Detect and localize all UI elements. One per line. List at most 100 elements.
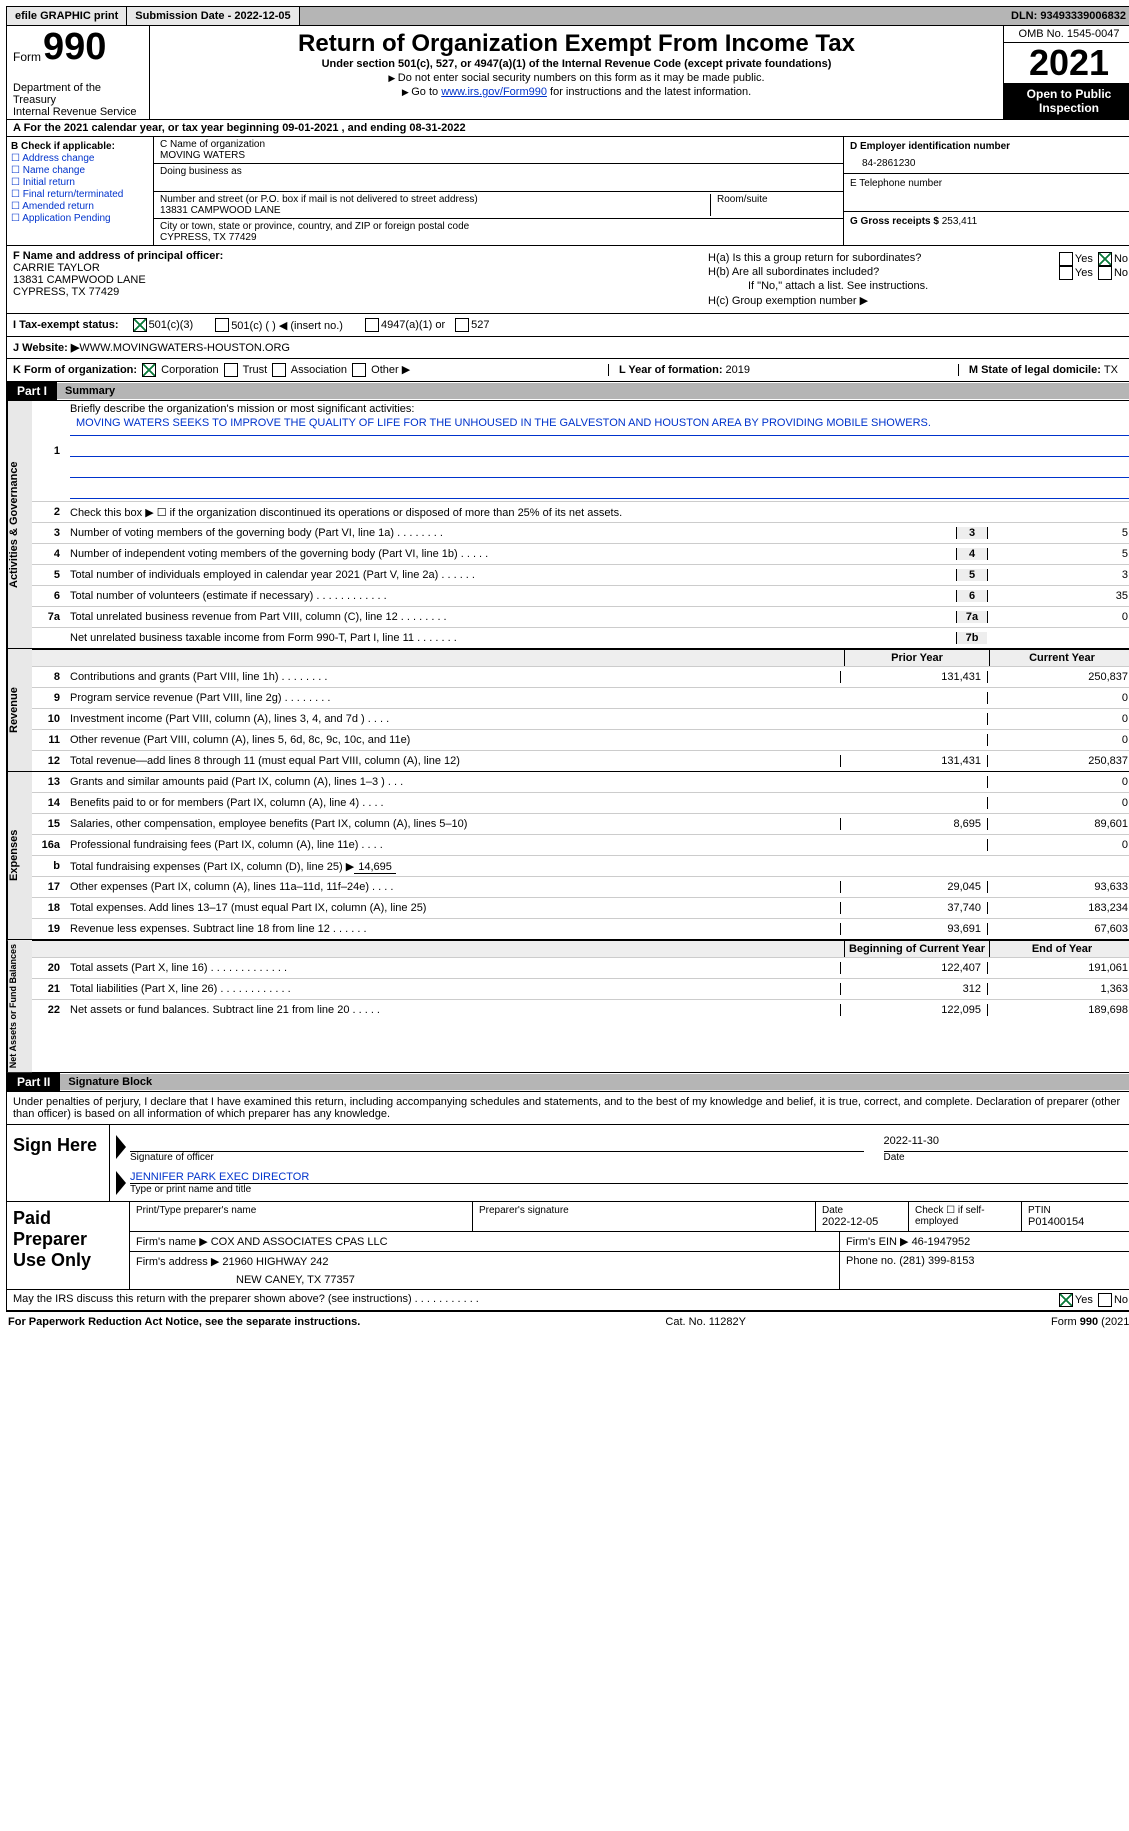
lbl-final-return: Final return/terminated: [23, 189, 124, 200]
line14-desc: Benefits paid to or for members (Part IX…: [66, 795, 840, 811]
line5-val: 3: [987, 569, 1129, 581]
line7a-desc: Total unrelated business revenue from Pa…: [66, 609, 956, 625]
opt-other: Other ▶: [371, 364, 410, 376]
vtab-activities: Activities & Governance: [7, 401, 32, 648]
line15-curr: 89,601: [987, 818, 1129, 830]
k-label: K Form of organization:: [13, 364, 137, 376]
officer-printed-label: Type or print name and title: [130, 1184, 1128, 1195]
firm-name: COX AND ASSOCIATES CPAS LLC: [211, 1236, 388, 1248]
row-j-website: J Website: ▶ WWW.MOVINGWATERS-HOUSTON.OR…: [6, 337, 1129, 359]
line21-beg: 312: [840, 983, 987, 995]
hb-label: H(b) Are all subordinates included?: [708, 266, 879, 278]
topbar: efile GRAPHIC print Submission Date - 20…: [6, 6, 1129, 26]
mission-blank2: [70, 457, 1129, 478]
line16a-curr: 0: [987, 839, 1129, 851]
line16a-desc: Professional fundraising fees (Part IX, …: [66, 837, 840, 853]
sign-here-row: Sign Here Signature of officer 2022-11-3…: [7, 1124, 1129, 1201]
prep-date-label: Date: [822, 1205, 902, 1216]
form-number: 990: [43, 30, 106, 64]
line14-curr: 0: [987, 797, 1129, 809]
chk-initial-return[interactable]: ☐ Initial return: [11, 177, 149, 188]
chk-other[interactable]: [352, 363, 366, 377]
chk-address-change[interactable]: ☐ Address change: [11, 153, 149, 164]
officer-city: CYPRESS, TX 77429: [13, 286, 696, 298]
line8-curr: 250,837: [987, 671, 1129, 683]
paid-preparer-label: Paid Preparer Use Only: [7, 1202, 130, 1289]
line18-desc: Total expenses. Add lines 13–17 (must eq…: [66, 900, 840, 916]
paperwork-notice: For Paperwork Reduction Act Notice, see …: [8, 1316, 360, 1328]
hb-note: If "No," attach a list. See instructions…: [708, 280, 1128, 292]
chk-trust[interactable]: [224, 363, 238, 377]
org-name-label: C Name of organization: [160, 139, 837, 150]
hb-no-chk[interactable]: [1098, 266, 1112, 280]
line4-desc: Number of independent voting members of …: [66, 546, 956, 562]
form-title: Return of Organization Exempt From Incom…: [160, 30, 993, 58]
line19-curr: 67,603: [987, 923, 1129, 935]
line16b-desc: Total fundraising expenses (Part IX, col…: [66, 858, 840, 875]
chk-name-change[interactable]: ☐ Name change: [11, 165, 149, 176]
line9-curr: 0: [987, 692, 1129, 704]
dln: DLN: 93493339006832: [1003, 7, 1129, 25]
line10-curr: 0: [987, 713, 1129, 725]
dept-treasury: Department of the Treasury: [13, 82, 143, 106]
hdr-end: End of Year: [989, 941, 1129, 957]
line3-val: 5: [987, 527, 1129, 539]
ha-no-chk[interactable]: [1098, 252, 1112, 266]
submission-date-value: 2022-12-05: [234, 10, 290, 22]
h-b: H(b) Are all subordinates included? Yes …: [708, 266, 1128, 278]
irs-link[interactable]: www.irs.gov/Form990: [441, 86, 547, 98]
line7b-desc: Net unrelated business taxable income fr…: [66, 630, 956, 646]
firm-ein: 46-1947952: [912, 1236, 971, 1248]
ptin-value: P01400154: [1028, 1216, 1128, 1228]
lbl-amended-return: Amended return: [22, 201, 94, 212]
chk-501c[interactable]: [215, 318, 229, 332]
line22-desc: Net assets or fund balances. Subtract li…: [66, 1002, 840, 1018]
dln-value: 93493339006832: [1040, 10, 1126, 22]
discuss-no-chk[interactable]: [1098, 1293, 1112, 1307]
m-label: M State of legal domicile:: [969, 364, 1104, 376]
hb-yes-chk[interactable]: [1059, 266, 1073, 280]
omb-number: OMB No. 1545-0047: [1004, 26, 1129, 43]
line13-desc: Grants and similar amounts paid (Part IX…: [66, 774, 840, 790]
line5-desc: Total number of individuals employed in …: [66, 567, 956, 583]
chk-application-pending[interactable]: ☐ Application Pending: [11, 213, 149, 224]
chk-corp[interactable]: [142, 363, 156, 377]
opt-corp: Corporation: [161, 364, 218, 376]
chk-527[interactable]: [455, 318, 469, 332]
line7a-val: 0: [987, 611, 1129, 623]
footer-form: Form 990 (2021): [1051, 1316, 1129, 1328]
opt-trust: Trust: [243, 364, 268, 376]
sig-arrow-icon: [116, 1135, 126, 1159]
form-header: Form 990 Department of the Treasury Inte…: [6, 26, 1129, 120]
chk-amended-return[interactable]: ☐ Amended return: [11, 201, 149, 212]
line18-prior: 37,740: [840, 902, 987, 914]
lbl-initial-return: Initial return: [23, 177, 75, 188]
line22-end: 189,698: [987, 1004, 1129, 1016]
gross-value: 253,411: [942, 216, 977, 227]
submission-date: Submission Date - 2022-12-05: [127, 7, 299, 25]
officer-signature-line: [130, 1135, 864, 1152]
chk-assoc[interactable]: [272, 363, 286, 377]
opt-assoc: Association: [291, 364, 347, 376]
website-label: J Website: ▶: [13, 341, 79, 354]
ptin-label: PTIN: [1028, 1205, 1128, 1216]
efile-print-button[interactable]: efile GRAPHIC print: [7, 7, 127, 25]
open-inspection: Open to Public Inspection: [1004, 83, 1129, 119]
goto-post: for instructions and the latest informat…: [547, 86, 751, 98]
line18-curr: 183,234: [987, 902, 1129, 914]
col-c-org-info: C Name of organization MOVING WATERS Doi…: [154, 137, 843, 245]
ha-label: H(a) Is this a group return for subordin…: [708, 252, 921, 264]
part2-title: Signature Block: [60, 1074, 1129, 1090]
chk-4947[interactable]: [365, 318, 379, 332]
prep-sig-label: Preparer's signature: [479, 1205, 809, 1216]
discuss-yes-chk[interactable]: [1059, 1293, 1073, 1307]
chk-501c3[interactable]: [133, 318, 147, 332]
sign-date: 2022-11-30: [884, 1135, 1129, 1152]
ha-yes-chk[interactable]: [1059, 252, 1073, 266]
chk-final-return[interactable]: ☐ Final return/terminated: [11, 189, 149, 200]
street-value: 13831 CAMPWOOD LANE: [160, 205, 710, 216]
opt-4947: 4947(a)(1) or: [381, 319, 445, 331]
line17-desc: Other expenses (Part IX, column (A), lin…: [66, 879, 840, 895]
prep-self-employed[interactable]: Check ☐ if self-employed: [909, 1202, 1022, 1231]
paid-preparer-block: Paid Preparer Use Only Print/Type prepar…: [6, 1202, 1129, 1290]
